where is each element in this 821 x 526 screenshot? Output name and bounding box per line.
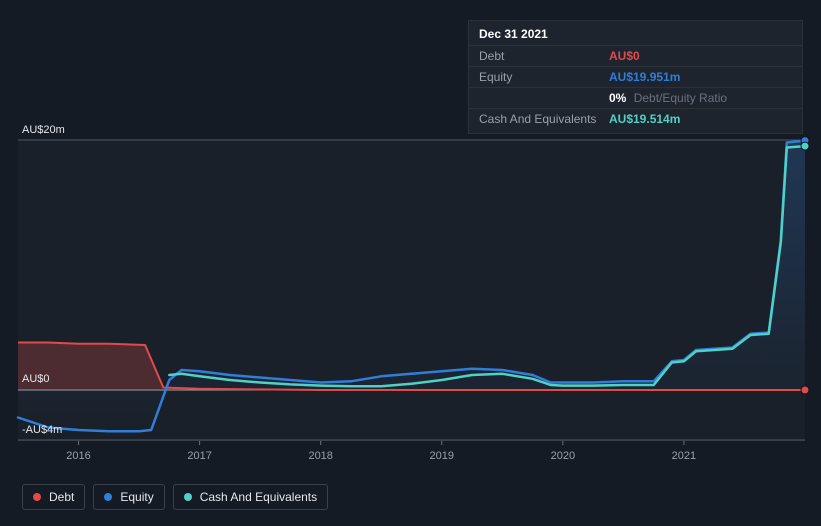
legend-dot-icon — [33, 493, 41, 501]
chart-tooltip: Dec 31 2021 Debt AU$0 Equity AU$19.951m … — [468, 20, 803, 134]
y-tick-20: AU$20m — [22, 124, 65, 136]
y-tick-0: AU$0 — [22, 373, 50, 385]
x-tick-2018: 2018 — [308, 450, 332, 462]
tooltip-label — [479, 90, 609, 106]
tooltip-secondary: Debt/Equity Ratio — [634, 91, 727, 105]
tooltip-value: 0% — [609, 91, 626, 105]
x-tick-2019: 2019 — [430, 450, 454, 462]
legend-label: Debt — [49, 490, 74, 504]
x-tick-2020: 2020 — [551, 450, 575, 462]
tooltip-row-ratio: 0% Debt/Equity Ratio — [469, 88, 802, 109]
tooltip-date: Dec 31 2021 — [469, 25, 802, 46]
financials-chart: AU$20m AU$0 -AU$4m 2016 2017 2018 2019 2… — [0, 0, 821, 526]
legend-dot-icon — [184, 493, 192, 501]
tooltip-label: Equity — [479, 69, 609, 85]
tooltip-row-equity: Equity AU$19.951m — [469, 67, 802, 88]
x-tick-2016: 2016 — [66, 450, 90, 462]
legend-item-equity[interactable]: Equity — [93, 484, 164, 510]
legend-label: Cash And Equivalents — [200, 490, 317, 504]
tooltip-value: AU$19.951m — [609, 69, 680, 85]
legend-item-cash[interactable]: Cash And Equivalents — [173, 484, 328, 510]
tooltip-label: Cash And Equivalents — [479, 111, 609, 127]
x-tick-2021: 2021 — [672, 450, 696, 462]
chart-legend: Debt Equity Cash And Equivalents — [22, 484, 328, 510]
tooltip-value: AU$19.514m — [609, 111, 680, 127]
y-tick-neg4: -AU$4m — [22, 424, 62, 436]
tooltip-row-cash: Cash And Equivalents AU$19.514m — [469, 109, 802, 129]
legend-label: Equity — [120, 490, 153, 504]
x-tick-2017: 2017 — [187, 450, 211, 462]
tooltip-value: AU$0 — [609, 48, 640, 64]
legend-item-debt[interactable]: Debt — [22, 484, 85, 510]
tooltip-label: Debt — [479, 48, 609, 64]
legend-dot-icon — [104, 493, 112, 501]
tooltip-row-debt: Debt AU$0 — [469, 46, 802, 67]
